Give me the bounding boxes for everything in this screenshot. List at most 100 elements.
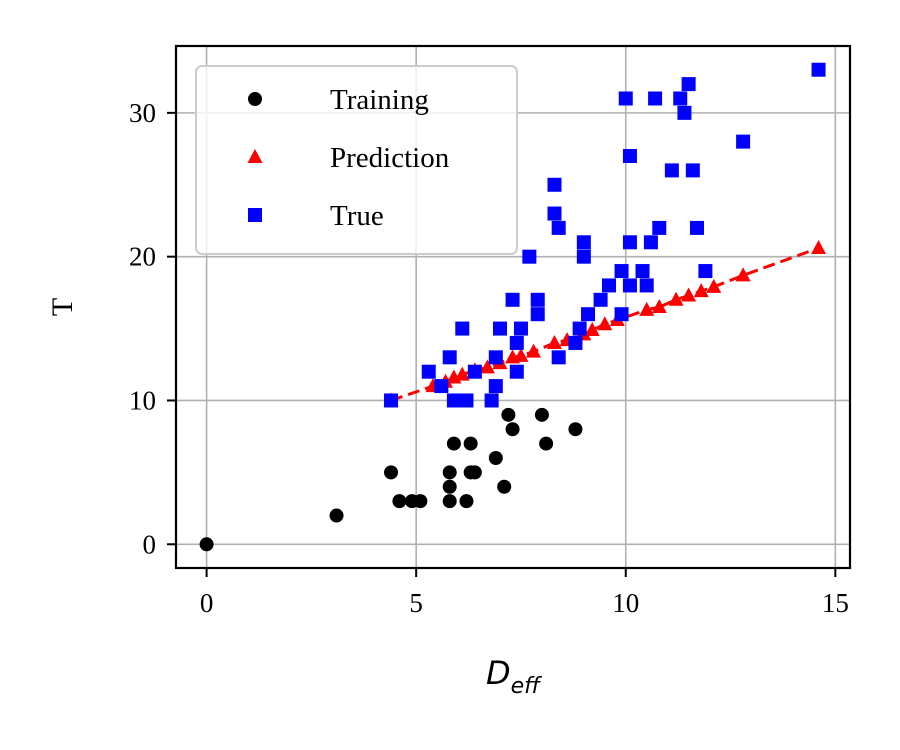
legend-label-prediction: Prediction xyxy=(330,142,450,174)
true-point xyxy=(648,91,663,106)
true-point xyxy=(467,364,482,379)
x-tick-label: 5 xyxy=(409,588,423,618)
true-point xyxy=(568,335,583,350)
legend-marker-prediction xyxy=(247,149,263,163)
training-point xyxy=(442,494,457,509)
training-point xyxy=(413,494,428,509)
training-point xyxy=(442,479,457,494)
prediction-point xyxy=(454,366,470,381)
legend-marker-true xyxy=(248,208,262,222)
true-point xyxy=(614,307,629,322)
true-point xyxy=(622,149,637,164)
prediction-point xyxy=(668,291,684,306)
training-point xyxy=(199,537,214,552)
true-point xyxy=(551,220,566,235)
training-point xyxy=(442,465,457,480)
legend: Training Prediction True xyxy=(195,65,518,255)
plot-frame xyxy=(174,44,852,570)
true-point xyxy=(484,393,499,408)
true-point xyxy=(664,163,679,178)
true-point xyxy=(446,393,461,408)
prediction-point xyxy=(735,267,751,282)
true-point xyxy=(488,379,503,394)
tick-layer: 0 5 10 15 0 10 20 30 xyxy=(129,98,849,618)
prediction-point xyxy=(526,343,542,358)
true-point xyxy=(652,220,667,235)
true-point xyxy=(572,321,587,336)
marker-layer xyxy=(199,62,827,552)
training-point xyxy=(459,494,474,509)
true-point xyxy=(736,134,751,149)
true-point xyxy=(593,292,608,307)
training-point xyxy=(446,436,461,451)
true-point xyxy=(618,91,633,106)
true-point xyxy=(673,91,688,106)
true-point xyxy=(530,307,545,322)
prediction-point xyxy=(693,283,709,298)
training-point xyxy=(488,450,503,465)
x-tick-label: 10 xyxy=(612,588,639,618)
true-point xyxy=(509,335,524,350)
legend-label-training: Training xyxy=(330,84,429,116)
y-tick-label: 0 xyxy=(143,529,157,559)
training-point xyxy=(505,422,520,437)
true-point xyxy=(522,249,537,264)
legend-box xyxy=(195,65,518,255)
prediction-point xyxy=(811,240,827,255)
true-point xyxy=(576,235,591,250)
true-point xyxy=(384,393,399,408)
true-point xyxy=(442,350,457,365)
training-point xyxy=(329,508,344,523)
true-point xyxy=(614,264,629,279)
prediction-point xyxy=(639,301,655,316)
true-point xyxy=(639,278,654,293)
true-point xyxy=(459,393,474,408)
true-point xyxy=(576,249,591,264)
x-axis-label-main: D xyxy=(486,654,511,692)
true-point xyxy=(685,163,700,178)
training-point xyxy=(501,407,516,422)
training-point xyxy=(534,407,549,422)
true-point xyxy=(455,321,470,336)
true-point xyxy=(677,105,692,120)
true-point xyxy=(434,379,449,394)
prediction-point xyxy=(546,334,562,349)
y-tick-label: 20 xyxy=(129,242,156,272)
true-point xyxy=(635,264,650,279)
true-point xyxy=(488,350,503,365)
true-point xyxy=(698,264,713,279)
training-point xyxy=(463,436,478,451)
legend-entries: Training Prediction True xyxy=(247,84,450,232)
training-point xyxy=(384,465,399,480)
true-point xyxy=(493,321,508,336)
true-point xyxy=(505,292,520,307)
prediction-point xyxy=(681,287,697,302)
y-axis-label: T xyxy=(46,298,79,316)
legend-label-true: True xyxy=(330,200,384,232)
true-point xyxy=(811,62,826,77)
prediction-point xyxy=(479,359,495,374)
y-tick-label: 30 xyxy=(129,98,156,128)
true-point xyxy=(547,206,562,221)
true-point xyxy=(622,235,637,250)
x-tick-label: 15 xyxy=(822,588,849,618)
true-point xyxy=(681,77,696,92)
true-point xyxy=(601,278,616,293)
prediction-point xyxy=(706,278,722,293)
prediction-point xyxy=(513,347,529,362)
training-point xyxy=(497,479,512,494)
true-point xyxy=(421,364,436,379)
true-point xyxy=(513,321,528,336)
prediction-point xyxy=(584,322,600,337)
prediction-point xyxy=(597,316,613,331)
x-axis-label-subscript: eff xyxy=(511,674,543,699)
true-point xyxy=(530,292,545,307)
true-point xyxy=(547,177,562,192)
training-point xyxy=(568,422,583,437)
true-point xyxy=(622,278,637,293)
training-point xyxy=(467,465,482,480)
x-tick-label: 0 xyxy=(200,588,214,618)
training-point xyxy=(539,436,554,451)
training-point xyxy=(392,494,407,509)
